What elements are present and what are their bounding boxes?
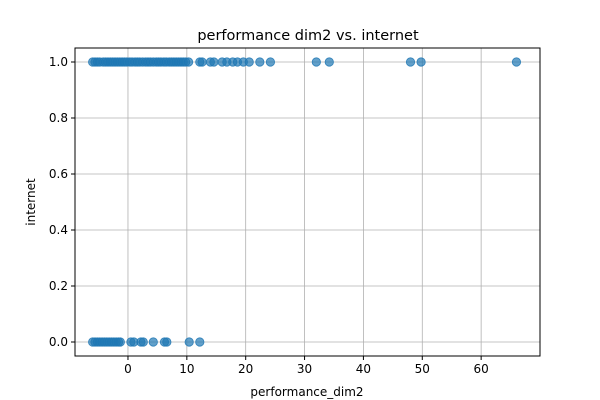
data-point [265, 57, 276, 67]
data-point [148, 337, 158, 347]
x-tick-label: 30 [297, 362, 312, 376]
y-tick-label: 0.6 [49, 167, 68, 181]
x-tick-label: 40 [356, 362, 371, 376]
data-point [244, 57, 254, 67]
data-point [195, 337, 205, 347]
chart-title: performance dim2 vs. internet [197, 28, 419, 44]
data-point [255, 57, 265, 67]
data-point [184, 337, 194, 347]
data-point [311, 57, 321, 67]
grid [75, 48, 540, 356]
y-tick-label: 1.0 [49, 55, 68, 69]
data-point [138, 337, 148, 347]
axis-ticks: 0 10 20 30 40 50 60 0.0 0.2 0.4 0.6 0.8 1.0 [49, 55, 489, 376]
data-point [324, 57, 334, 67]
x-axis-title: performance_dim2 [250, 385, 363, 399]
plot-frame [74, 47, 541, 357]
y-tick-label: 0.2 [49, 279, 68, 293]
data-point [115, 337, 125, 347]
data-point [209, 57, 219, 67]
data-point [405, 57, 416, 67]
data-point [197, 57, 207, 67]
y-tick-label: 0.0 [49, 335, 68, 349]
data-point [511, 57, 522, 67]
x-tick-label: 60 [473, 362, 488, 376]
data-point [416, 57, 426, 67]
data-point [184, 57, 194, 67]
data-point [162, 337, 172, 347]
x-tick-label: 10 [179, 362, 194, 376]
y-tick-label: 0.8 [49, 111, 68, 125]
y-axis-title: internet [24, 178, 38, 226]
data-points [88, 57, 522, 347]
y-tick-label: 0.4 [49, 223, 68, 237]
x-tick-label: 20 [238, 362, 253, 376]
x-tick-label: 0 [124, 362, 132, 376]
x-tick-label: 50 [415, 362, 430, 376]
